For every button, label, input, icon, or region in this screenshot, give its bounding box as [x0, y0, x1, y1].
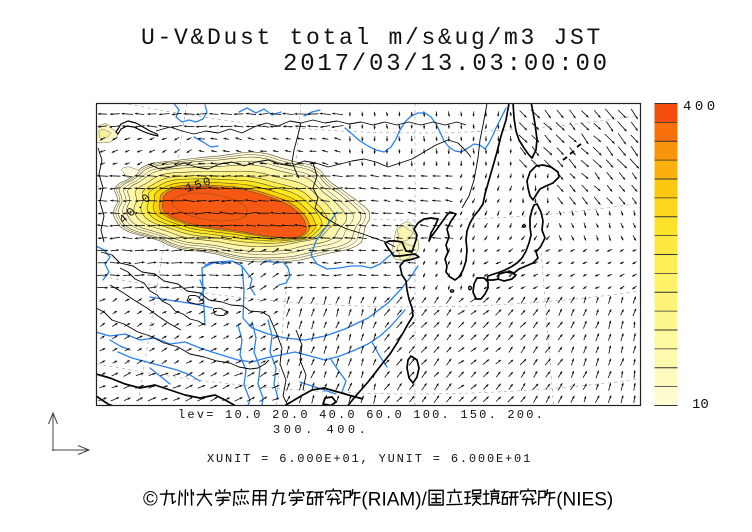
- svg-text:(RIAM)/: (RIAM)/: [361, 490, 427, 511]
- svg-text:(NIES): (NIES): [556, 490, 613, 511]
- svg-text:400: 400: [683, 99, 719, 115]
- svg-text:10: 10: [692, 397, 709, 413]
- svg-text:©: ©: [143, 489, 158, 511]
